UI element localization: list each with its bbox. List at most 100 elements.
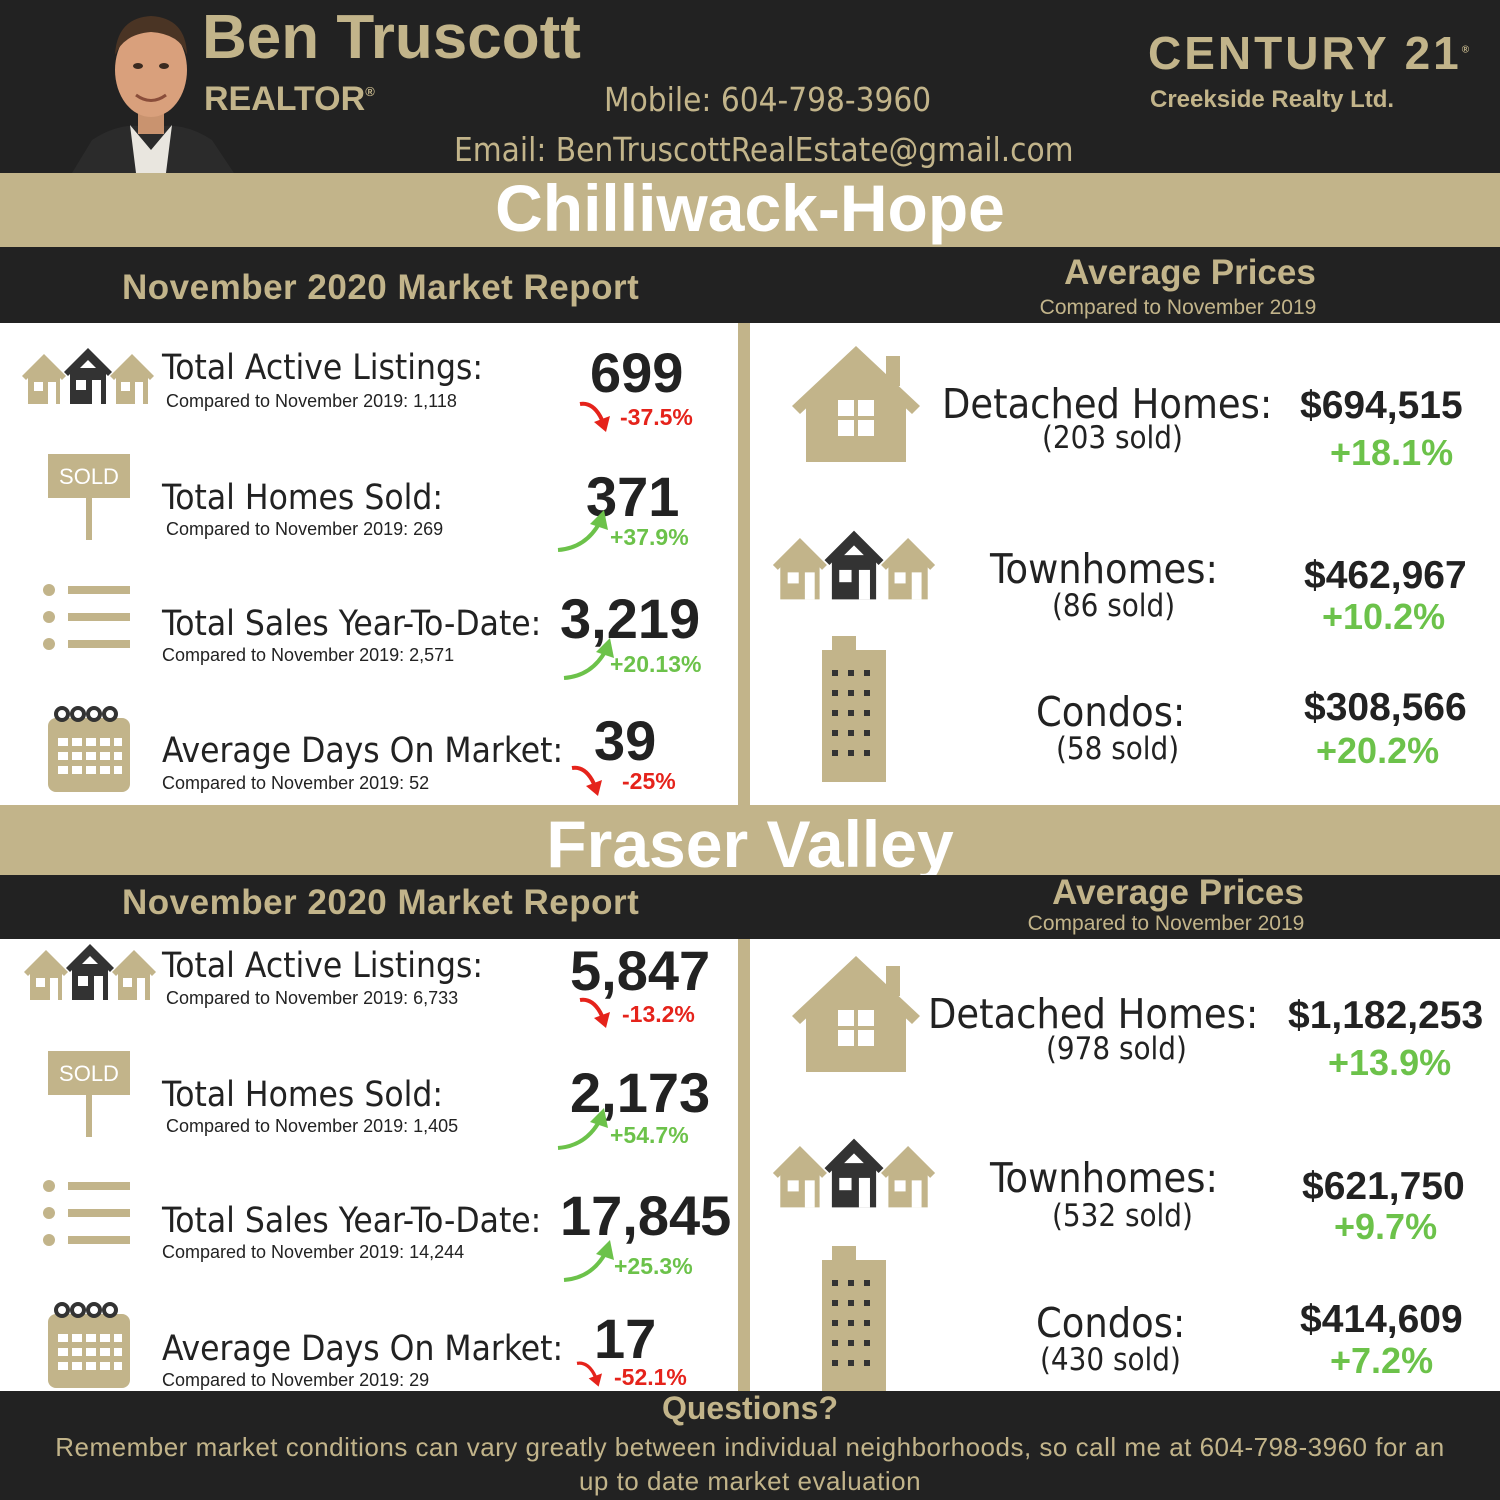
stat-compare: Compared to November 2019: 269 (166, 519, 444, 539)
price-count: (58 sold) (1056, 731, 1180, 767)
price-count: (532 sold) (1052, 1198, 1193, 1234)
report-title-chilliwack: November 2020 Market Report (122, 268, 640, 307)
footer-title: Questions? (661, 1390, 838, 1426)
stat-label: Total Sales Year-To-Date: (162, 604, 542, 644)
agent-photo (62, 0, 240, 173)
price-label: Townhomes: (990, 1154, 1218, 1202)
stat-compare: Compared to November 2019: 1,118 (166, 391, 457, 411)
region-title-chilliwack: Chilliwack-Hope (495, 171, 1005, 245)
stat-compare: Compared to November 2019: 1,405 (166, 1116, 459, 1136)
stat-compare: Compared to November 2019: 14,244 (162, 1242, 465, 1262)
stat-change: -13.2% (622, 1001, 695, 1027)
stat-value: 699 (590, 341, 684, 404)
stat-change: -52.1% (614, 1364, 687, 1390)
avg-prices-title-fraser: Average Prices (1052, 873, 1304, 912)
stat-value: 39 (594, 709, 657, 772)
townhomes-icon (768, 1136, 940, 1210)
stat-label: Total Active Listings: (162, 946, 483, 986)
price-count: (430 sold) (1040, 1342, 1181, 1378)
avg-prices-subtitle-chilliwack: Compared to November 2019 (1039, 296, 1317, 319)
footer-bar (0, 1391, 1500, 1500)
sold-sign-icon (46, 1049, 136, 1139)
price-count: (203 sold) (1042, 420, 1183, 456)
region-band-chilliwack (0, 173, 1500, 247)
stat-change: +54.7% (610, 1122, 689, 1148)
brand-subtitle: Creekside Realty Ltd. (1150, 86, 1395, 113)
house-icon (786, 342, 926, 466)
region-title-fraser: Fraser Valley (546, 807, 954, 881)
region-band-fraser (0, 805, 1500, 875)
price-value: $462,967 (1304, 554, 1467, 597)
column-divider (738, 939, 750, 1391)
arrow-up-icon (556, 1106, 612, 1152)
houses-icon (20, 942, 160, 1002)
agent-title-text: REALTOR (204, 80, 366, 118)
column-divider (738, 323, 750, 805)
brand-logo: CENTURY 21® (1148, 26, 1469, 80)
arrow-up-icon (556, 508, 612, 554)
arrow-up-icon (562, 1238, 618, 1284)
calendar-icon (46, 1300, 132, 1390)
condo-building-icon (822, 636, 886, 782)
price-change: +18.1% (1330, 432, 1454, 473)
stat-label: Total Homes Sold: (162, 1075, 443, 1115)
stat-value: 5,847 (570, 939, 711, 1002)
stat-compare: Compared to November 2019: 52 (162, 773, 430, 793)
stat-change: +25.3% (614, 1253, 693, 1279)
header-bar (0, 0, 1500, 173)
price-change: +7.2% (1330, 1340, 1434, 1381)
stat-value: 2,173 (570, 1061, 711, 1124)
price-value: $1,182,253 (1288, 994, 1484, 1037)
price-change: +10.2% (1322, 596, 1446, 637)
brand-logo-text: CENTURY 21 (1148, 27, 1462, 79)
brand-mark: ® (1461, 44, 1470, 56)
report-title-fraser: November 2020 Market Report (122, 883, 640, 922)
price-value: $308,566 (1304, 686, 1467, 729)
stat-label: Average Days On Market: (162, 1329, 564, 1369)
arrow-down-icon (578, 400, 618, 436)
price-value: $694,515 (1300, 384, 1463, 427)
stat-change: -37.5% (620, 404, 693, 430)
stat-change: +20.13% (610, 651, 702, 677)
stat-compare: Compared to November 2019: 6,733 (166, 988, 459, 1008)
stat-label: Total Homes Sold: (162, 478, 443, 518)
condo-building-icon (822, 1246, 886, 1392)
mobile-number[interactable]: Mobile: 604-798-3960 (604, 80, 932, 119)
registered-mark: ® (365, 84, 375, 99)
price-change: +9.7% (1334, 1206, 1438, 1247)
price-label: Condos: (1036, 1299, 1186, 1347)
arrow-down-icon (570, 764, 610, 800)
calendar-icon (46, 704, 132, 794)
arrow-down-icon (572, 1360, 612, 1390)
list-icon (42, 582, 132, 652)
report-header-band-fraser (0, 875, 1500, 939)
stat-compare: Compared to November 2019: 29 (162, 1370, 430, 1390)
houses-icon (18, 346, 158, 406)
price-change: +13.9% (1328, 1042, 1452, 1083)
townhomes-icon (768, 528, 940, 602)
list-icon (42, 1178, 132, 1248)
price-label: Detached Homes: (942, 380, 1273, 428)
email-address[interactable]: Email: BenTruscottRealEstate@gmail.com (454, 130, 1074, 169)
price-label: Detached Homes: (928, 990, 1259, 1038)
stat-compare: Compared to November 2019: 2,571 (162, 645, 455, 665)
stat-value: 3,219 (560, 587, 701, 650)
stat-label: Total Active Listings: (162, 348, 483, 388)
price-count: (978 sold) (1046, 1031, 1187, 1067)
price-count: (86 sold) (1052, 588, 1176, 624)
report-header-band-chilliwack (0, 247, 1500, 323)
price-label: Condos: (1036, 688, 1186, 736)
stat-change: +37.9% (610, 524, 689, 550)
stat-label: Average Days On Market: (162, 731, 564, 771)
price-value: $414,609 (1300, 1298, 1463, 1341)
stat-value: 17,845 (560, 1184, 732, 1247)
house-icon (786, 952, 926, 1076)
stat-value: 17 (594, 1307, 657, 1370)
price-label: Townhomes: (990, 545, 1218, 593)
agent-name: Ben Truscott (202, 3, 581, 72)
sold-sign-icon (46, 452, 136, 542)
agent-title: REALTOR® (204, 80, 375, 119)
footer-text: Remember market conditions can vary grea… (55, 1432, 1445, 1496)
stat-change: -25% (622, 768, 676, 794)
arrow-down-icon (578, 996, 618, 1032)
